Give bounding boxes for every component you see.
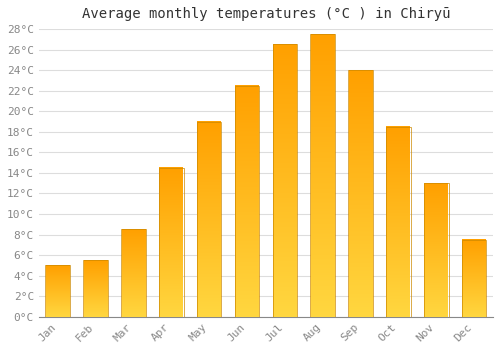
Bar (46, 265, 70, 317)
Bar (462, 240, 486, 317)
Bar (234, 86, 260, 317)
Bar (424, 183, 448, 317)
Bar (424, 183, 448, 317)
Bar (84, 260, 108, 317)
Title: Average monthly temperatures (°C ) in Chiryū: Average monthly temperatures (°C ) in Ch… (82, 7, 450, 21)
Bar (348, 70, 373, 317)
Bar (234, 86, 260, 317)
Bar (46, 265, 70, 317)
Bar (272, 44, 297, 317)
Bar (462, 240, 486, 317)
Bar (121, 230, 146, 317)
Bar (159, 168, 184, 317)
Bar (197, 121, 222, 317)
Bar (386, 127, 410, 317)
Bar (310, 34, 335, 317)
Bar (121, 230, 146, 317)
Bar (386, 127, 410, 317)
Bar (272, 44, 297, 317)
Bar (348, 70, 373, 317)
Bar (197, 121, 222, 317)
Bar (84, 260, 108, 317)
Bar (159, 168, 184, 317)
Bar (310, 34, 335, 317)
